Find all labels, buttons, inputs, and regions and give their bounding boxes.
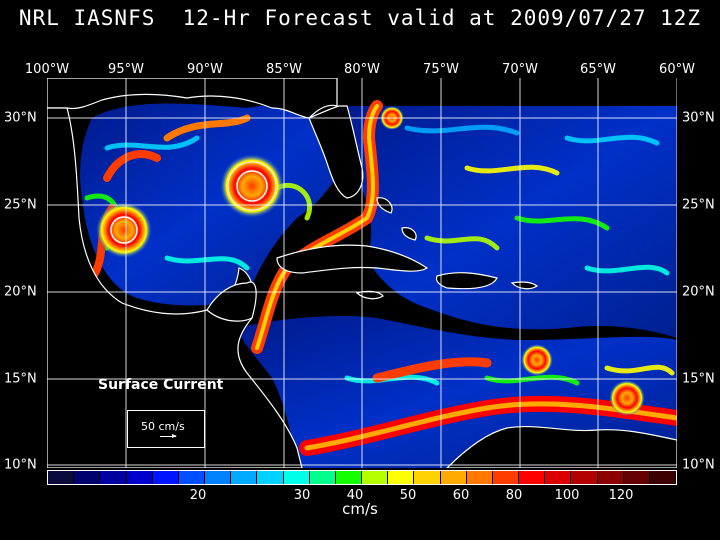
colorbar-cell xyxy=(309,471,336,484)
colorbar-tick-label: 120 xyxy=(608,488,634,503)
reference-arrow-icon xyxy=(160,434,177,438)
longitude-label: 80°W xyxy=(344,62,380,77)
longitude-label: 85°W xyxy=(266,62,302,77)
reference-vector-box: 50 cm/s xyxy=(127,410,205,448)
latitude-label: 15°N xyxy=(682,371,715,387)
colorbar-cell xyxy=(519,471,546,484)
ocean-current-map[interactable] xyxy=(47,78,677,468)
colorbar-tick-label: 60 xyxy=(452,488,470,503)
latitude-label: 10°N xyxy=(4,457,37,473)
colorbar-cell xyxy=(152,471,179,484)
colorbar-cell xyxy=(388,471,415,484)
colorbar-cell xyxy=(178,471,206,484)
colorbar-cell xyxy=(571,471,598,484)
longitude-label: 70°W xyxy=(502,62,538,77)
colorbar-cell xyxy=(100,471,127,484)
colorbar-cell xyxy=(623,471,650,484)
latitude-label: 30°N xyxy=(682,110,715,126)
latitude-label: 30°N xyxy=(4,110,37,126)
latitude-label: 25°N xyxy=(4,197,37,213)
colorbar-cell xyxy=(362,471,389,484)
longitude-label: 95°W xyxy=(108,62,144,77)
colorbar-tick-label: 80 xyxy=(505,488,523,503)
colorbar-cell xyxy=(649,471,677,484)
longitude-label: 60°W xyxy=(659,62,695,77)
longitude-label: 65°W xyxy=(580,62,616,77)
latitude-label: 10°N xyxy=(682,457,715,473)
colorbar-cell xyxy=(440,471,467,484)
colorbar-cell xyxy=(74,471,101,484)
colorbar-tick-label: 100 xyxy=(554,488,580,503)
graticule xyxy=(47,78,677,468)
colorbar-cell xyxy=(335,471,363,484)
longitude-label: 75°W xyxy=(423,62,459,77)
colorbar-tick-label: 40 xyxy=(346,488,364,503)
colorbar-units: cm/s xyxy=(342,500,378,518)
colorbar-cell xyxy=(492,471,520,484)
colorbar xyxy=(47,470,677,485)
colorbar-cell xyxy=(231,471,258,484)
longitude-label: 90°W xyxy=(187,62,223,77)
latitude-label: 20°N xyxy=(4,284,37,300)
colorbar-tick-label: 30 xyxy=(293,488,311,503)
colorbar-cell xyxy=(597,471,624,484)
colorbar-tick-label: 20 xyxy=(189,488,207,503)
colorbar-tick-label: 50 xyxy=(399,488,417,503)
land-masses xyxy=(47,78,677,468)
colorbar-cell xyxy=(545,471,572,484)
chart-title: NRL IASNFS 12-Hr Forecast valid at 2009/… xyxy=(18,6,702,30)
colorbar-cell xyxy=(283,471,310,484)
colorbar-cell xyxy=(48,471,75,484)
ocean-field xyxy=(80,100,677,468)
reference-vector-label: 50 cm/s xyxy=(141,420,185,433)
colorbar-cell xyxy=(126,471,153,484)
latitude-label: 20°N xyxy=(682,284,715,300)
colorbar-cell xyxy=(257,471,284,484)
colorbar-cell xyxy=(466,471,493,484)
latitude-label: 15°N xyxy=(4,371,37,387)
legend-title: Surface Current xyxy=(98,377,224,393)
colorbar-cell xyxy=(414,471,441,484)
latitude-label: 25°N xyxy=(682,197,715,213)
colorbar-cell xyxy=(205,471,232,484)
longitude-label: 100°W xyxy=(24,62,70,77)
